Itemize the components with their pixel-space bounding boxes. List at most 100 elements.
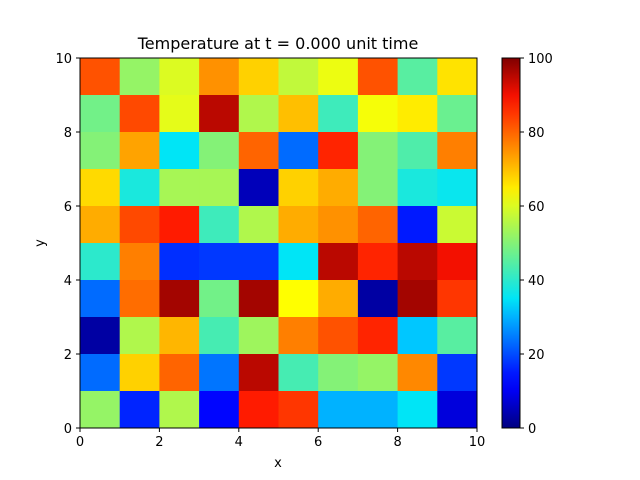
x-tick-label: 6	[314, 435, 322, 450]
heatmap-cell	[238, 58, 279, 96]
heatmap-cell	[278, 95, 319, 133]
heatmap-cell	[318, 206, 359, 244]
heatmap-cell	[437, 58, 478, 96]
heatmap-cell	[80, 132, 121, 170]
heatmap-cell	[357, 243, 399, 281]
colorbar-tick-label: 80	[528, 126, 545, 141]
heatmap-cell	[80, 317, 121, 355]
y-axis: 0 2 4 6 8 10	[55, 52, 80, 437]
heatmap-cell	[437, 169, 478, 207]
heatmap-cell	[199, 317, 240, 355]
heatmap-cell	[397, 132, 438, 170]
y-tick-label: 0	[64, 422, 72, 437]
heatmap-cell	[80, 243, 121, 281]
heatmap-cell	[397, 243, 438, 281]
heatmap-cell	[437, 95, 478, 133]
heatmap-cell	[199, 169, 240, 207]
heatmap-cell	[199, 391, 240, 429]
heatmap-cell	[437, 391, 478, 429]
heatmap-cell	[159, 243, 200, 281]
heatmap-cell	[278, 317, 319, 355]
heatmap-cell	[80, 391, 121, 429]
heatmap-cell	[357, 95, 399, 133]
heatmap-cell	[199, 243, 240, 281]
heatmap-cell	[278, 132, 319, 170]
x-axis: 0 2 4 6 8 10	[76, 428, 485, 450]
heatmap-cell	[199, 280, 240, 318]
heatmap-cell	[397, 58, 438, 96]
heatmap-cell	[318, 354, 359, 392]
x-tick-label: 8	[393, 435, 401, 450]
y-tick-label: 8	[64, 126, 72, 141]
heatmap-cell	[397, 206, 438, 244]
heatmap-cell	[397, 95, 438, 133]
y-tick-label: 10	[55, 52, 72, 67]
heatmap-cell	[238, 132, 279, 170]
chart-title: Temperature at t = 0.000 unit time	[137, 34, 419, 53]
heatmap-cell	[199, 58, 240, 96]
heatmap-cell	[238, 354, 279, 392]
heatmap-cell	[159, 317, 200, 355]
heatmap-cell	[80, 280, 121, 318]
heatmap-cell	[397, 280, 438, 318]
heatmap-cell	[357, 280, 399, 318]
heatmap-cell	[119, 206, 160, 244]
heatmap-cell	[357, 317, 399, 355]
heatmap-cell	[80, 206, 121, 244]
heatmap-cell	[159, 95, 200, 133]
x-tick-label: 2	[155, 435, 163, 450]
heatmap-cell	[357, 132, 399, 170]
heatmap-cell	[278, 169, 319, 207]
heatmap-cell	[238, 280, 279, 318]
x-tick-label: 0	[76, 435, 84, 450]
heatmap-cell	[159, 280, 200, 318]
y-axis-title: y	[33, 239, 48, 247]
heatmap-cell	[199, 206, 240, 244]
x-tick-label: 10	[469, 435, 486, 450]
heatmap-cell	[318, 317, 359, 355]
heatmap-cell	[80, 58, 121, 96]
heatmap-cell	[238, 243, 279, 281]
colorbar-tick-label: 100	[528, 52, 553, 67]
x-tick-label: 4	[235, 435, 243, 450]
heatmap-cell	[357, 354, 399, 392]
heatmap-cell	[318, 95, 359, 133]
heatmap-cell	[119, 243, 160, 281]
heatmap-cell	[80, 354, 121, 392]
heatmap-cell	[278, 280, 319, 318]
heatmap-cell	[238, 317, 279, 355]
y-tick-label: 4	[64, 274, 72, 289]
heatmap-cell	[119, 280, 160, 318]
heatmap-cell	[80, 169, 121, 207]
heatmap-cell	[159, 169, 200, 207]
colorbar-tick-label: 0	[528, 422, 536, 437]
heatmap-cell	[238, 206, 279, 244]
heatmap-cell	[159, 206, 200, 244]
heatmap-cell	[199, 132, 240, 170]
heatmap-cell	[80, 95, 121, 133]
heatmap-cell	[437, 317, 478, 355]
heatmap-cell	[318, 132, 359, 170]
y-tick-label: 2	[64, 348, 72, 363]
heatmap-cell	[397, 391, 438, 429]
heatmap-cell	[278, 354, 319, 392]
heatmap-cell	[357, 169, 399, 207]
heatmap-cell	[318, 169, 359, 207]
heatmap-cell	[278, 243, 319, 281]
heatmap-cell	[238, 95, 279, 133]
heatmap-cell	[119, 58, 160, 96]
heatmap-cell	[159, 132, 200, 170]
heatmap-cell	[199, 354, 240, 392]
colorbar-tick-label: 40	[528, 274, 545, 289]
heatmap-cell	[437, 206, 478, 244]
heatmap-cell	[318, 280, 359, 318]
heatmap-cell	[159, 58, 200, 96]
heatmap-cell	[119, 391, 160, 429]
heatmap-cell	[199, 95, 240, 133]
heatmap-cell	[238, 169, 279, 207]
heatmap-cell	[119, 95, 160, 133]
heatmap-cell	[278, 206, 319, 244]
heatmap-cell	[278, 391, 319, 429]
colorbar	[501, 57, 521, 429]
